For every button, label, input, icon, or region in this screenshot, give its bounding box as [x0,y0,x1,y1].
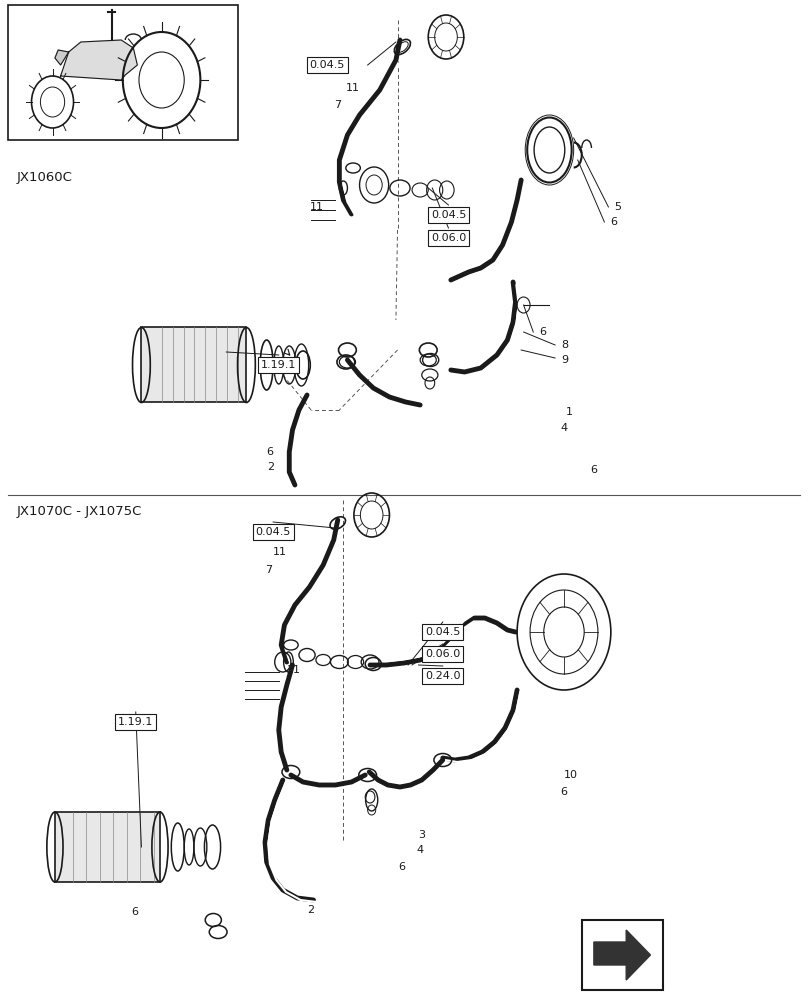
Text: 11: 11 [346,83,360,93]
Text: 6: 6 [398,862,406,872]
Text: 0.04.5: 0.04.5 [425,627,461,637]
Text: 4: 4 [416,845,423,855]
Polygon shape [61,40,137,80]
Text: 8: 8 [562,340,569,350]
Text: 10: 10 [564,770,578,780]
Bar [582,920,663,990]
Text: 2: 2 [267,462,274,472]
Text: 7: 7 [265,565,272,575]
Text: 11: 11 [309,202,323,212]
Text: 9: 9 [562,355,569,365]
Text: 0.04.5: 0.04.5 [255,527,291,537]
Bar [8,5,238,140]
Text: 0.06.0: 0.06.0 [425,649,461,659]
Text: 7: 7 [334,100,341,110]
Text: 0.04.5: 0.04.5 [309,60,345,70]
Bar [141,327,246,402]
Text: 1.19.1: 1.19.1 [261,360,297,370]
Text: 4: 4 [560,423,567,433]
Text: 6: 6 [590,465,597,475]
Text: 6: 6 [560,787,567,797]
Text: 2: 2 [307,905,314,915]
Text: JX1060C: JX1060C [16,170,72,184]
Text: 11: 11 [273,547,287,557]
Text: 6: 6 [610,217,617,227]
Polygon shape [594,930,650,980]
Polygon shape [55,50,69,65]
Bar [55,812,160,882]
Text: 0.24.0: 0.24.0 [425,671,461,681]
Text: JX1070C - JX1075C: JX1070C - JX1075C [16,506,141,518]
Text: 3: 3 [419,830,426,840]
Text: 6: 6 [267,447,274,457]
Text: 0.04.5: 0.04.5 [431,210,466,220]
Text: 6: 6 [132,907,139,917]
Text: 1.19.1: 1.19.1 [118,717,154,727]
Text: 11: 11 [287,665,301,675]
Text: 1: 1 [566,407,573,417]
Text: 6: 6 [540,327,547,337]
Text: 0.06.0: 0.06.0 [431,233,466,243]
Text: 5: 5 [614,202,621,212]
